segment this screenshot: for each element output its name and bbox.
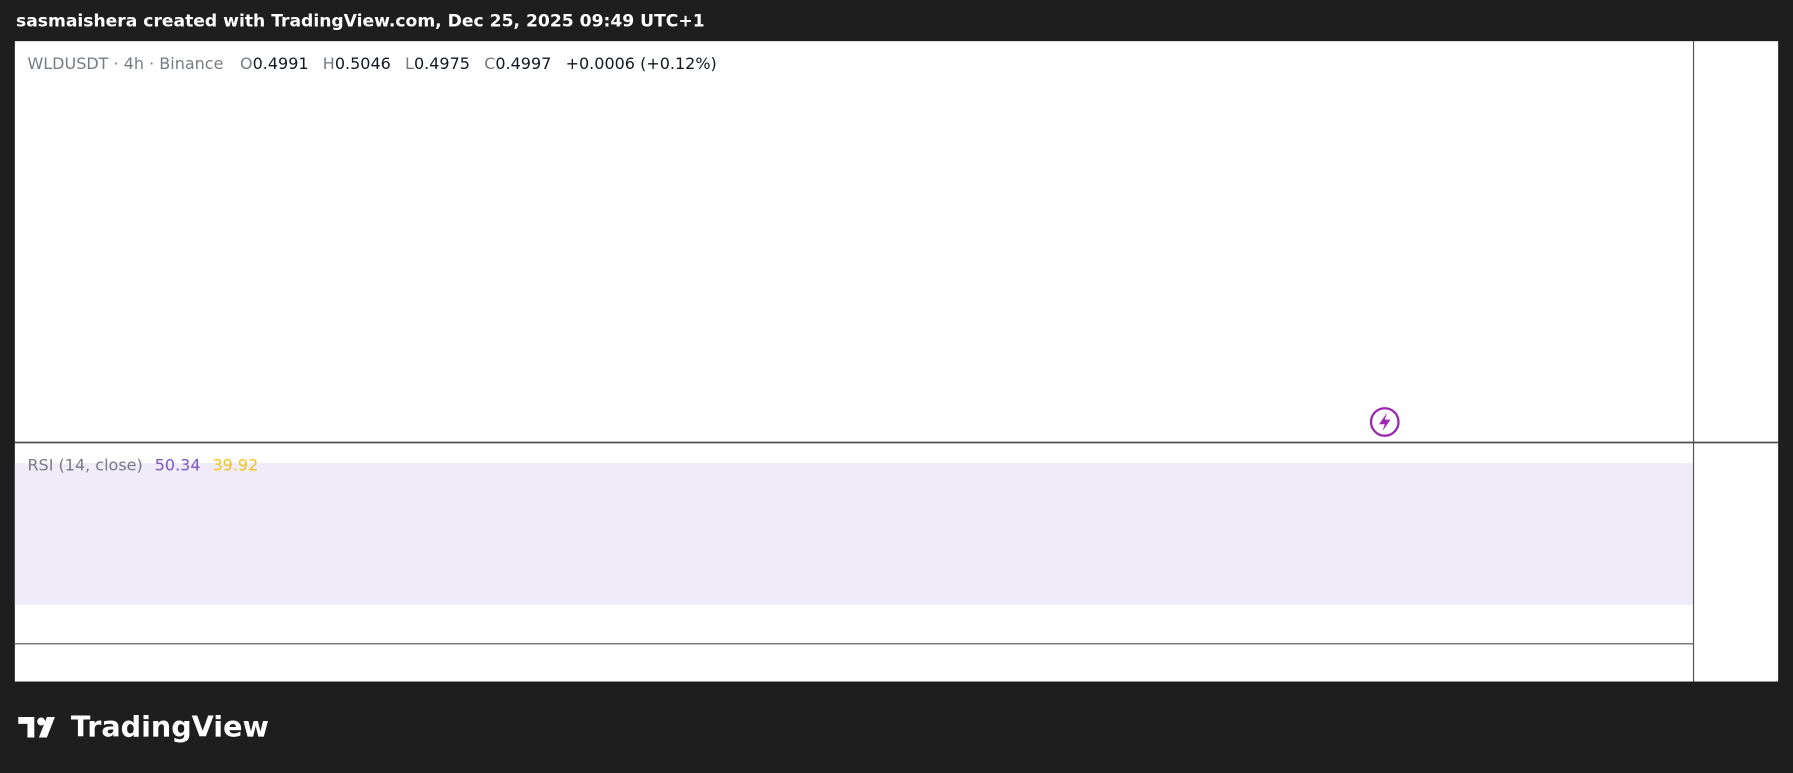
rsi-value: 50.34: [155, 455, 201, 474]
symbol-legend: WLDUSDT · 4h · Binance O0.4991 H0.5046 L…: [27, 54, 716, 73]
header-text: sasmaishera created with TradingView.com…: [16, 12, 705, 32]
logo-text: TradingView: [71, 709, 269, 743]
logo: TradingView: [18, 709, 269, 743]
change: +0.0006 (+0.12%): [566, 54, 717, 73]
rsi-ma-value: 39.92: [212, 455, 258, 474]
ohlc-value: 0.4991: [253, 54, 309, 73]
symbol: WLDUSDT · 4h · Binance: [27, 54, 223, 73]
rsi-legend: RSI (14, close) 50.34 39.92: [27, 455, 258, 474]
ohlc-value: 0.5046: [335, 54, 391, 73]
ohlc-label: H: [323, 54, 335, 73]
ohlc-label: O: [240, 54, 253, 73]
alert-icon[interactable]: [1369, 407, 1400, 437]
ohlc-value: 0.4975: [414, 54, 470, 73]
rsi-band: [14, 463, 1694, 605]
ohlc-label: L: [405, 54, 414, 73]
ohlc-value: 0.4997: [495, 54, 551, 73]
ohlc-label: C: [484, 54, 495, 73]
rsi-title: RSI (14, close): [27, 455, 142, 474]
